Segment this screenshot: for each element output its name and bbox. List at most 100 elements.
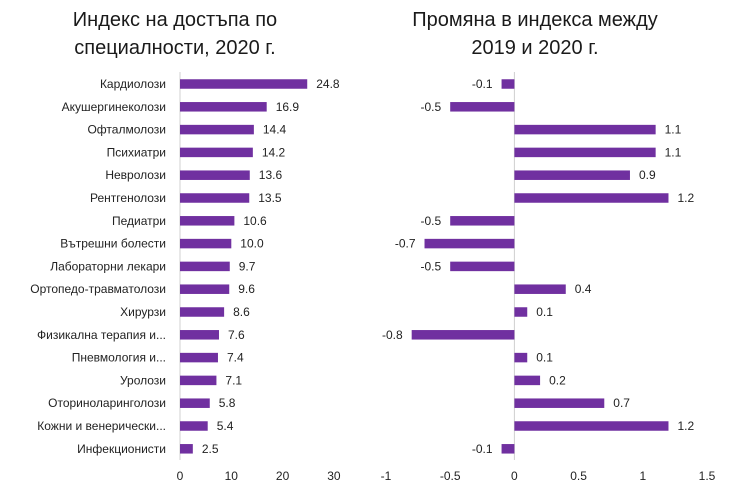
x-tick-label: -1 <box>381 469 392 483</box>
data-label: 24.8 <box>316 77 340 91</box>
data-label: 10.6 <box>243 214 267 228</box>
bar <box>514 284 566 294</box>
category-label: Хирурзи <box>120 305 166 319</box>
left-title-line-1: Индекс на достъпа по <box>72 9 278 31</box>
data-label: 14.2 <box>262 145 286 159</box>
category-label: Невролози <box>105 168 166 182</box>
category-label: Физикална терапия и... <box>37 328 166 342</box>
bar <box>180 375 217 386</box>
category-label: Пневмология и... <box>72 351 166 365</box>
x-tick-label: 1.5 <box>699 469 716 483</box>
right-title-line-2: 2019 и 2020 г. <box>471 37 599 59</box>
category-label: Вътрешни болести <box>60 237 166 251</box>
category-label: Психиатри <box>107 145 166 159</box>
data-label: 2.5 <box>202 442 219 456</box>
x-tick-label: 10 <box>225 469 239 483</box>
x-tick-label: 20 <box>276 469 290 483</box>
bar <box>450 261 515 272</box>
bar <box>180 216 235 226</box>
category-label: Инфекционисти <box>77 442 166 456</box>
x-tick-label: 1 <box>639 469 646 483</box>
category-label: Педиатри <box>112 214 166 228</box>
data-label: 14.4 <box>263 123 287 137</box>
bar <box>180 79 308 89</box>
bar <box>180 124 254 135</box>
category-label: Офталмолози <box>87 123 166 137</box>
bar <box>180 444 193 454</box>
bar <box>514 147 656 158</box>
bar <box>501 444 515 454</box>
data-label: 1.2 <box>677 191 694 205</box>
bar <box>180 147 253 158</box>
bar <box>514 398 605 408</box>
bar <box>180 284 230 294</box>
data-label: -0.1 <box>472 442 493 456</box>
bar <box>180 421 208 431</box>
data-label: 1.1 <box>665 123 682 137</box>
data-label: 9.7 <box>239 259 256 273</box>
bar <box>514 307 528 317</box>
x-tick-label: 0.5 <box>570 469 587 483</box>
x-tick-label: 0 <box>511 469 518 483</box>
data-label: 0.4 <box>575 282 592 296</box>
data-label: 5.8 <box>219 396 236 410</box>
data-label: 0.1 <box>536 351 553 365</box>
data-label: -0.8 <box>382 328 403 342</box>
data-label: 1.1 <box>665 145 682 159</box>
bar <box>180 170 250 180</box>
data-label: 7.4 <box>227 351 244 365</box>
category-label: Оториноларинголози <box>48 396 166 410</box>
bar <box>514 352 528 363</box>
data-label: 13.6 <box>259 168 283 182</box>
data-label: 13.5 <box>258 191 282 205</box>
data-label: 16.9 <box>276 100 300 114</box>
data-label: 10.0 <box>240 237 264 251</box>
bar <box>514 421 669 431</box>
category-label: Ортопедо-травматолози <box>30 282 166 296</box>
data-label: 0.7 <box>613 396 630 410</box>
category-label: Кардиолози <box>100 77 166 91</box>
left-chart-title: Индекс на достъпа по специалности, 2020 … <box>40 6 310 62</box>
right-title-line-1: Промяна в индекса между <box>412 9 658 31</box>
category-label: Рентгенолози <box>90 191 166 205</box>
data-label: -0.5 <box>421 214 442 228</box>
bar <box>514 170 630 180</box>
bar <box>180 193 250 203</box>
x-tick-label: 0 <box>177 469 184 483</box>
category-label: Кожни и венерически... <box>37 419 166 433</box>
bar <box>514 193 669 203</box>
category-label: Лабораторни лекари <box>50 259 166 273</box>
bar <box>180 307 225 317</box>
data-label: -0.5 <box>421 259 442 273</box>
bar <box>180 352 218 363</box>
right-chart-title: Промяна в индекса между 2019 и 2020 г. <box>400 6 670 62</box>
bar <box>180 261 230 272</box>
data-label: 0.2 <box>549 373 566 387</box>
bar <box>411 330 515 340</box>
x-tick-label: 30 <box>327 469 341 483</box>
data-label: 0.9 <box>639 168 656 182</box>
data-label: -0.5 <box>421 100 442 114</box>
category-label: Акушергинеколози <box>62 100 166 114</box>
left-title-line-2: специалности, 2020 г. <box>74 37 276 59</box>
x-tick-label: -0.5 <box>440 469 461 483</box>
data-label: 7.6 <box>228 328 245 342</box>
data-label: 7.1 <box>225 373 242 387</box>
bar <box>514 124 656 135</box>
bar <box>450 216 515 226</box>
bar <box>180 330 219 340</box>
bar <box>180 398 210 408</box>
bar <box>180 238 232 249</box>
data-label: -0.1 <box>472 77 493 91</box>
category-label: Уролози <box>120 373 166 387</box>
data-label: 0.1 <box>536 305 553 319</box>
data-label: 8.6 <box>233 305 250 319</box>
data-label: 1.2 <box>677 419 694 433</box>
bar <box>501 79 515 89</box>
data-label: -0.7 <box>395 237 416 251</box>
bar <box>424 238 515 249</box>
bar <box>514 375 541 386</box>
data-label: 9.6 <box>238 282 255 296</box>
data-label: 5.4 <box>217 419 234 433</box>
